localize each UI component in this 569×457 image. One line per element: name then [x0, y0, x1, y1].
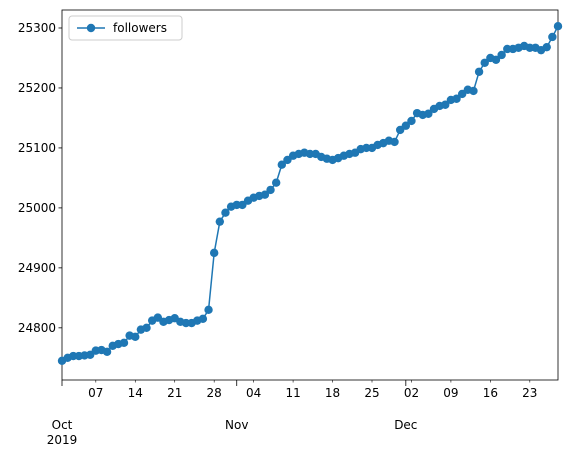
point [497, 50, 506, 60]
point [469, 86, 478, 96]
point [209, 248, 219, 258]
y-tick-label: 25100 [18, 141, 56, 155]
x-tick-label: 09 [443, 386, 458, 400]
point [102, 347, 112, 357]
point [204, 305, 213, 315]
x-tick-label: 18 [325, 386, 340, 400]
x-tick-label: 16 [483, 386, 498, 400]
plot-frame [61, 9, 559, 381]
point [119, 338, 129, 348]
x-tick-label: 28 [207, 386, 222, 400]
line [61, 25, 559, 362]
point [266, 185, 275, 195]
point [401, 121, 411, 130]
point [407, 116, 416, 126]
point [474, 67, 484, 76]
point [548, 32, 557, 42]
point [553, 21, 563, 31]
point [215, 217, 225, 226]
x-month-label: Dec [394, 418, 417, 432]
point [277, 160, 287, 169]
point [221, 208, 230, 217]
x-tick-label: 25 [364, 386, 379, 400]
y-tick-label: 25000 [18, 201, 56, 215]
x-tick-label: 07 [88, 386, 103, 400]
point [542, 42, 551, 52]
x-tick-label: 23 [522, 386, 537, 400]
x-tick-label: 11 [285, 386, 300, 400]
x-month-label: Nov [225, 418, 248, 432]
y-tick-label: 25300 [18, 21, 56, 35]
point [480, 58, 489, 67]
legend-label: followers [113, 21, 167, 35]
point [142, 323, 151, 333]
point [441, 100, 450, 109]
x-tick-label: 02 [404, 386, 419, 400]
x-tick-label: 21 [167, 386, 182, 400]
point [491, 55, 501, 64]
point [424, 109, 433, 118]
point [390, 137, 399, 147]
point [271, 178, 281, 187]
x-tick-label: 04 [246, 386, 261, 400]
point [452, 94, 461, 103]
point [260, 190, 270, 199]
y-tick-label: 24800 [18, 321, 56, 335]
legend-box [68, 15, 183, 41]
legend-marker [86, 23, 96, 33]
y-tick-label: 25200 [18, 81, 56, 95]
y-tick-label: 24900 [18, 261, 56, 275]
point [198, 314, 208, 324]
x-month-label: Oct 2019 [47, 418, 78, 447]
x-tick-label: 14 [128, 386, 143, 400]
point [131, 332, 140, 342]
